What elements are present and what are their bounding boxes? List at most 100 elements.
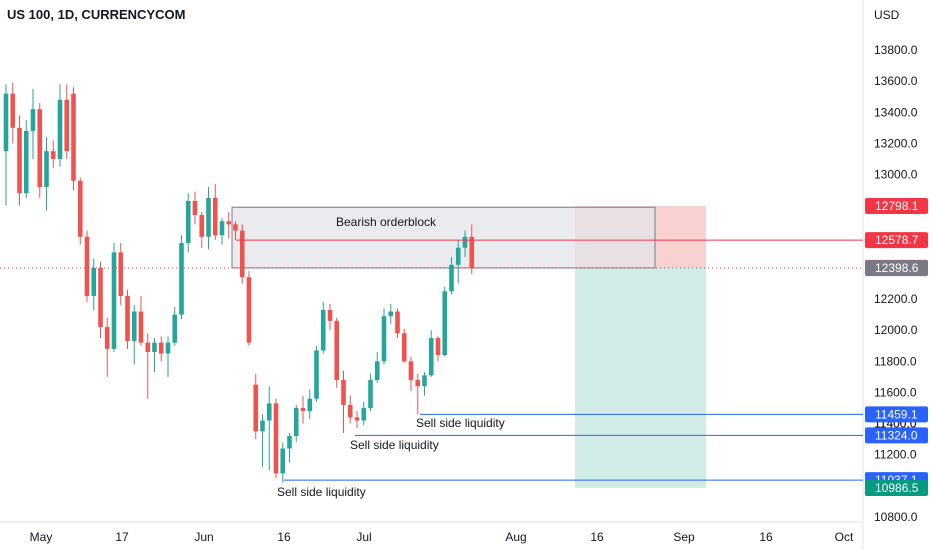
candle-body: [57, 99, 63, 159]
candle: [192, 191, 198, 225]
candle-body: [287, 436, 292, 449]
annotations-layer: Sell side liquidity Sell side liquidity Se…: [277, 416, 505, 499]
candle: [226, 211, 232, 239]
candle-body: [253, 384, 259, 432]
candle: [152, 337, 157, 373]
candle-body: [273, 403, 279, 474]
candle-body: [84, 236, 90, 296]
price-badge-bg: [865, 232, 928, 249]
drawing-layer[interactable]: Bearish orderblock: [231, 205, 706, 488]
candle: [462, 230, 468, 258]
price-tick-label: 11200.0: [874, 448, 917, 462]
time-tick-label: Oct: [835, 530, 854, 544]
price-badge: 12578.7: [865, 232, 928, 249]
candle: [91, 258, 97, 310]
candle: [206, 186, 211, 250]
candle-body: [10, 93, 16, 128]
time-tick-label: May: [30, 530, 53, 544]
price-badge-label: 11459.1: [875, 407, 918, 421]
candle: [50, 140, 56, 169]
candle: [314, 345, 319, 402]
candle: [57, 84, 63, 167]
price-badge-label: 12798.1: [875, 199, 919, 213]
price-axis[interactable]: 13800.013600.013400.013200.013000.012800…: [874, 43, 918, 524]
candle-body: [462, 236, 468, 248]
candle-body: [401, 333, 407, 362]
candle-body: [361, 408, 367, 421]
price-tick-label: 13800.0: [874, 43, 918, 57]
currency-label: USD: [874, 8, 900, 22]
candle: [354, 411, 360, 429]
time-tick-label: Jun: [194, 530, 213, 544]
candle: [361, 401, 367, 426]
candle: [435, 336, 441, 362]
price-badges: 12798.112578.712400.312398.611459.111324…: [865, 197, 928, 496]
price-badge-label: 11324.0: [875, 428, 918, 442]
candle-body: [354, 417, 360, 421]
orderblock-box[interactable]: [231, 206, 656, 269]
price-tick-label: 12000.0: [874, 323, 918, 337]
candle-body: [341, 380, 346, 405]
candle-body: [104, 327, 110, 349]
candle-body: [408, 361, 414, 381]
candle: [179, 235, 184, 320]
candle-body: [266, 403, 272, 421]
time-tick-label: Jul: [356, 530, 371, 544]
take-profit-zone[interactable]: [575, 267, 706, 488]
candle-body: [17, 127, 22, 194]
time-axis[interactable]: May 17 Jun 16 Jul Aug 16 Sep 16 Oct: [30, 530, 854, 544]
candle: [287, 432, 292, 463]
candle: [77, 177, 83, 245]
price-badge-label: 12578.7: [875, 233, 919, 247]
candle: [199, 211, 205, 248]
candle-body: [314, 350, 319, 399]
price-badge-bg: [865, 197, 928, 214]
candle: [266, 386, 272, 471]
candle-body: [125, 295, 130, 342]
candle: [401, 328, 407, 363]
candle: [408, 356, 414, 391]
candle: [280, 442, 286, 483]
candle-body: [185, 200, 191, 244]
price-badge-bg: [865, 406, 928, 423]
price-badge-bg: [865, 479, 928, 496]
candle: [253, 373, 259, 440]
candle: [415, 373, 421, 415]
candle-body: [226, 221, 232, 225]
candle: [37, 102, 43, 198]
price-badge: 12798.1: [865, 197, 928, 214]
candle: [30, 88, 36, 159]
horizontal-lines-layer[interactable]: [0, 239, 863, 481]
candle: [246, 271, 252, 346]
candle-body: [233, 224, 238, 231]
candle: [84, 230, 90, 303]
candle: [165, 336, 171, 377]
candle: [239, 224, 245, 284]
candle: [469, 224, 475, 275]
candle-body: [442, 291, 448, 356]
price-tick-label: 12200.0: [874, 292, 918, 306]
candle-body: [152, 342, 157, 352]
candle: [10, 82, 16, 144]
time-tick-label: 16: [277, 530, 291, 544]
candle: [111, 243, 117, 352]
candle-body: [138, 311, 144, 343]
candle-body: [30, 109, 36, 131]
chart-title: US 100, 1D, CURRENCYCOM: [7, 7, 185, 22]
candle: [233, 221, 238, 240]
candle: [118, 243, 124, 306]
price-badge: 11459.1: [865, 406, 928, 423]
candle-body: [145, 342, 151, 352]
time-tick-label: 16: [759, 530, 773, 544]
plot-area[interactable]: [0, 0, 863, 550]
candle: [273, 398, 279, 479]
price-badge-bg: [865, 260, 928, 277]
candle-body: [50, 151, 56, 159]
candle-body: [111, 252, 117, 349]
candle: [131, 305, 137, 365]
candle: [374, 351, 380, 384]
candle-body: [415, 380, 421, 387]
candle: [104, 317, 110, 377]
candle-body: [327, 309, 333, 321]
